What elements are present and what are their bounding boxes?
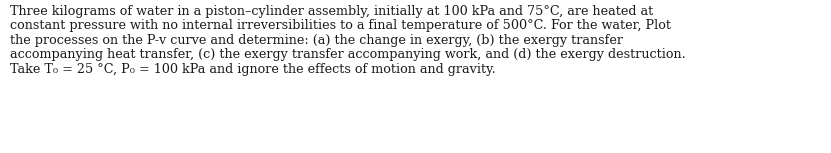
Text: Take T₀ = 25 °C, P₀ = 100 kPa and ignore the effects of motion and gravity.: Take T₀ = 25 °C, P₀ = 100 kPa and ignore… <box>10 63 496 76</box>
Text: Three kilograms of water in a piston–cylinder assembly, initially at 100 kPa and: Three kilograms of water in a piston–cyl… <box>10 5 653 18</box>
Text: the processes on the P-v curve and determine: (a) the change in exergy, (b) the : the processes on the P-v curve and deter… <box>10 34 623 47</box>
Text: accompanying heat transfer, (c) the exergy transfer accompanying work, and (d) t: accompanying heat transfer, (c) the exer… <box>10 48 686 61</box>
Text: constant pressure with no internal irreversibilities to a final temperature of 5: constant pressure with no internal irrev… <box>10 19 671 32</box>
